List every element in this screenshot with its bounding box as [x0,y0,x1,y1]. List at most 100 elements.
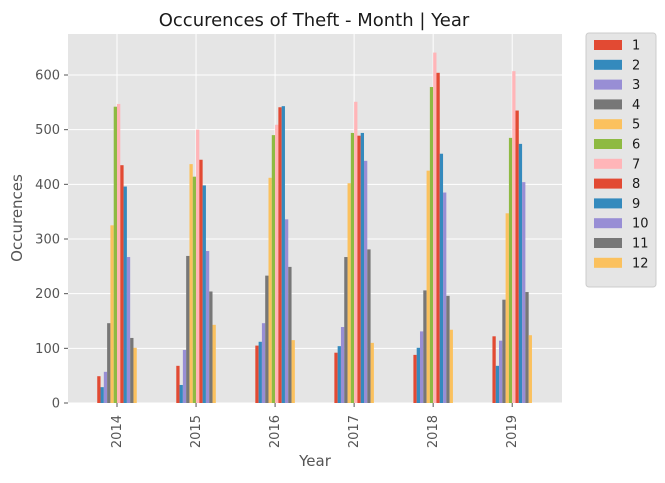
bar-month-5-2019 [505,213,509,403]
bar-month-12-2019 [528,335,532,403]
bar-month-8-2017 [357,135,361,403]
bar-month-7-2018 [433,52,437,403]
bar-month-9-2018 [439,153,444,403]
bar-month-5-2015 [189,164,193,403]
bar-month-1-2016 [255,345,259,403]
bar-month-1-2017 [334,352,338,403]
bar-month-12-2016 [291,340,295,403]
y-axis-label: Occurences [8,174,26,262]
legend-label: 6 [632,138,640,153]
legend-swatch [594,139,622,149]
bar-month-5-2017 [347,183,351,403]
legend-label: 5 [632,118,640,133]
bar-month-10-2019 [522,182,526,403]
bar-month-4-2014 [107,323,111,403]
x-tick-label: 2015 [189,415,204,448]
legend-label: 11 [632,237,649,252]
legend-swatch [594,178,622,189]
bar-month-4-2019 [502,299,506,403]
y-tick-label: 400 [35,178,60,193]
legend-label: 3 [632,78,640,93]
bar-month-11-2015 [209,291,213,403]
bar-month-2-2014 [100,387,104,403]
bar-month-5-2014 [110,225,114,403]
bar-month-8-2014 [120,165,124,403]
bar-month-12-2018 [449,329,453,403]
bar-month-11-2016 [288,266,292,403]
legend-swatch [594,238,622,248]
y-tick-label: 300 [35,233,60,248]
y-tick-label: 0 [52,397,60,412]
x-tick-label: 2017 [347,415,362,448]
bar-month-8-2019 [515,110,519,404]
bar-month-6-2017 [350,132,355,404]
legend-swatch [594,99,622,110]
bar-month-11-2017 [367,249,371,403]
legend-swatch [594,79,622,90]
bar-month-6-2016 [271,135,276,403]
legend-swatch [594,198,622,209]
bar-month-10-2014 [126,257,131,403]
legend-swatch [594,257,622,268]
bar-month-3-2016 [261,323,266,403]
y-tick-label: 100 [35,342,60,357]
chart-title: Occurences of Theft - Month | Year [159,10,470,31]
bar-month-1-2015 [176,365,180,403]
bar-month-2-2015 [179,384,183,403]
legend-label: 8 [632,177,640,192]
x-axis-ticks: 2014 2015 2016 2017 2018 2019 [110,403,520,448]
legend-swatch [594,59,622,70]
x-tick-label: 2019 [505,415,520,448]
bar-month-2-2019 [495,365,500,403]
bar-month-5-2016 [268,177,272,403]
y-tick-label: 500 [35,123,60,138]
bar-month-10-2015 [205,251,210,403]
bar-month-2-2017 [337,346,341,403]
bar-month-12-2017 [370,342,374,403]
legend-label: 10 [632,217,649,232]
bar-month-3-2017 [340,327,345,403]
plot-area [68,34,562,403]
bar-month-8-2018 [436,72,440,404]
bar-month-12-2015 [212,324,216,403]
bar-month-4-2016 [265,275,269,403]
bar-month-9-2019 [518,143,523,403]
bar-month-1-2014 [97,376,101,403]
legend-swatch [594,40,622,50]
bar-month-11-2014 [130,337,134,403]
x-tick-label: 2016 [268,415,283,448]
bar-month-4-2017 [344,257,348,403]
legend-swatch [594,158,622,169]
bar-month-6-2015 [192,176,197,403]
legend-swatch [594,119,622,130]
legend-label: 7 [632,157,640,172]
bar-month-3-2019 [499,340,503,403]
bar-month-8-2015 [199,159,203,403]
x-tick-label: 2018 [426,415,441,448]
bar-month-10-2017 [364,160,368,403]
x-axis-label: Year [298,452,332,470]
bar-month-7-2019 [512,71,516,403]
bar-month-11-2019 [525,292,529,403]
bar-month-10-2016 [284,219,289,403]
legend-label: 1 [632,39,640,54]
bar-month-9-2017 [360,132,365,404]
y-tick-label: 200 [35,287,60,302]
bar-month-12-2014 [133,347,137,403]
bar-month-11-2018 [446,295,450,403]
bar-month-1-2018 [413,354,417,403]
bar-month-5-2018 [426,170,430,403]
legend-label: 9 [632,197,640,212]
bar-month-6-2014 [113,106,118,403]
bar-month-6-2018 [429,87,434,403]
y-axis-ticks: 0 100 200 300 400 500 600 [35,69,68,412]
bar-month-1-2019 [492,336,496,403]
bar-month-2-2016 [258,341,262,403]
legend-swatch [594,218,622,229]
legend-label: 2 [632,58,640,73]
bar-month-2-2018 [416,347,420,403]
bar-month-9-2015 [202,185,206,403]
